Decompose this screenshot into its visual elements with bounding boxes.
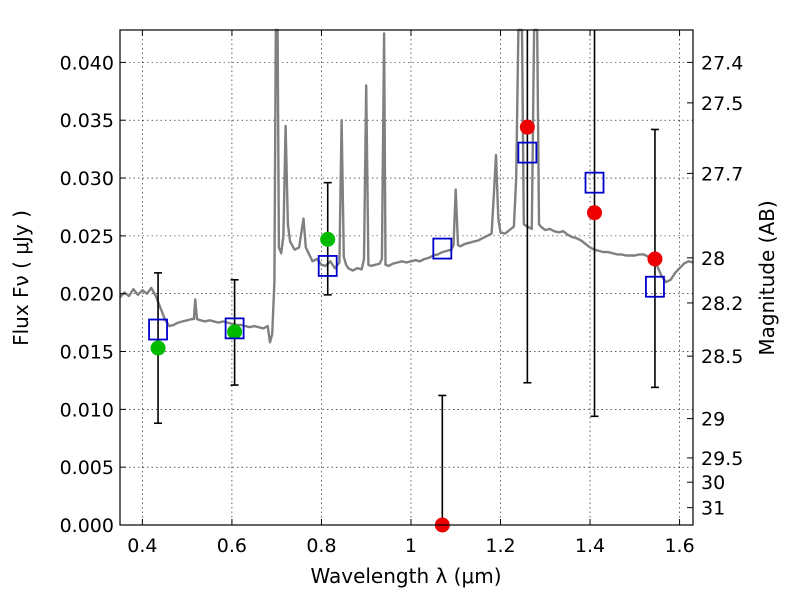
x-tick-label: 1.6: [664, 535, 694, 557]
right-axis-label: Magnitude (AB): [755, 200, 779, 355]
data-point: [150, 340, 166, 356]
plot-frame: [119, 29, 694, 526]
x-tick-label: 0.6: [217, 535, 247, 557]
y-tick-label: 0.005: [60, 457, 114, 479]
model-square: [517, 141, 538, 164]
spectrum-line: [119, 28, 694, 344]
y-axis-label: Flux Fν ( μJy ): [9, 210, 33, 346]
x-tick-label: 1.2: [485, 535, 515, 557]
right-tick-label: 29.5: [701, 448, 743, 470]
data-point: [647, 251, 663, 267]
y-tick-label: 0.010: [60, 399, 114, 421]
grid: [120, 30, 693, 526]
spectrum-layer: [119, 28, 694, 344]
model-square: [317, 255, 338, 277]
data-point: [227, 324, 243, 340]
right-tick-label: 27.4: [701, 52, 743, 74]
data-point: [587, 205, 603, 221]
right-tick-label: 28.2: [701, 293, 743, 315]
x-tick-label: 1: [405, 535, 417, 557]
right-tick-label: 28.5: [701, 346, 743, 368]
model-square: [432, 237, 453, 260]
x-axis-label: Wavelength λ (μm): [310, 564, 501, 588]
y-tick-label: 0.035: [60, 110, 114, 132]
x-tick-label: 0.8: [306, 535, 336, 557]
model-square: [584, 171, 605, 194]
right-tick-label: 28: [701, 248, 725, 270]
right-tick-label: 27.7: [701, 163, 743, 185]
right-tick-label: 29: [701, 409, 725, 431]
y-tick-label: 0.020: [60, 284, 114, 306]
y-tick-label: 0.015: [60, 342, 114, 364]
y-tick-label: 0.030: [60, 168, 114, 190]
x-tick-label: 1.4: [575, 535, 605, 557]
y-tick-label: 0.000: [60, 515, 114, 537]
model-square: [645, 275, 665, 298]
y-tick-label: 0.040: [60, 52, 114, 74]
right-tick-label: 30: [701, 472, 725, 494]
x-tick-label: 0.4: [127, 535, 157, 557]
model-square: [148, 318, 168, 341]
right-tick-label: 27.5: [701, 93, 743, 115]
data-point: [519, 119, 535, 135]
right-tick-label: 31: [701, 498, 725, 520]
model-square: [224, 317, 245, 340]
points-layer: [148, 30, 665, 533]
y-tick-label: 0.025: [60, 226, 114, 248]
data-point: [320, 231, 336, 247]
ticks-layer: 0.4 0.6 0.8 1 1.2 1.4 1.6 0.000 0.005 0.010 0.015 0…: [60, 30, 743, 557]
